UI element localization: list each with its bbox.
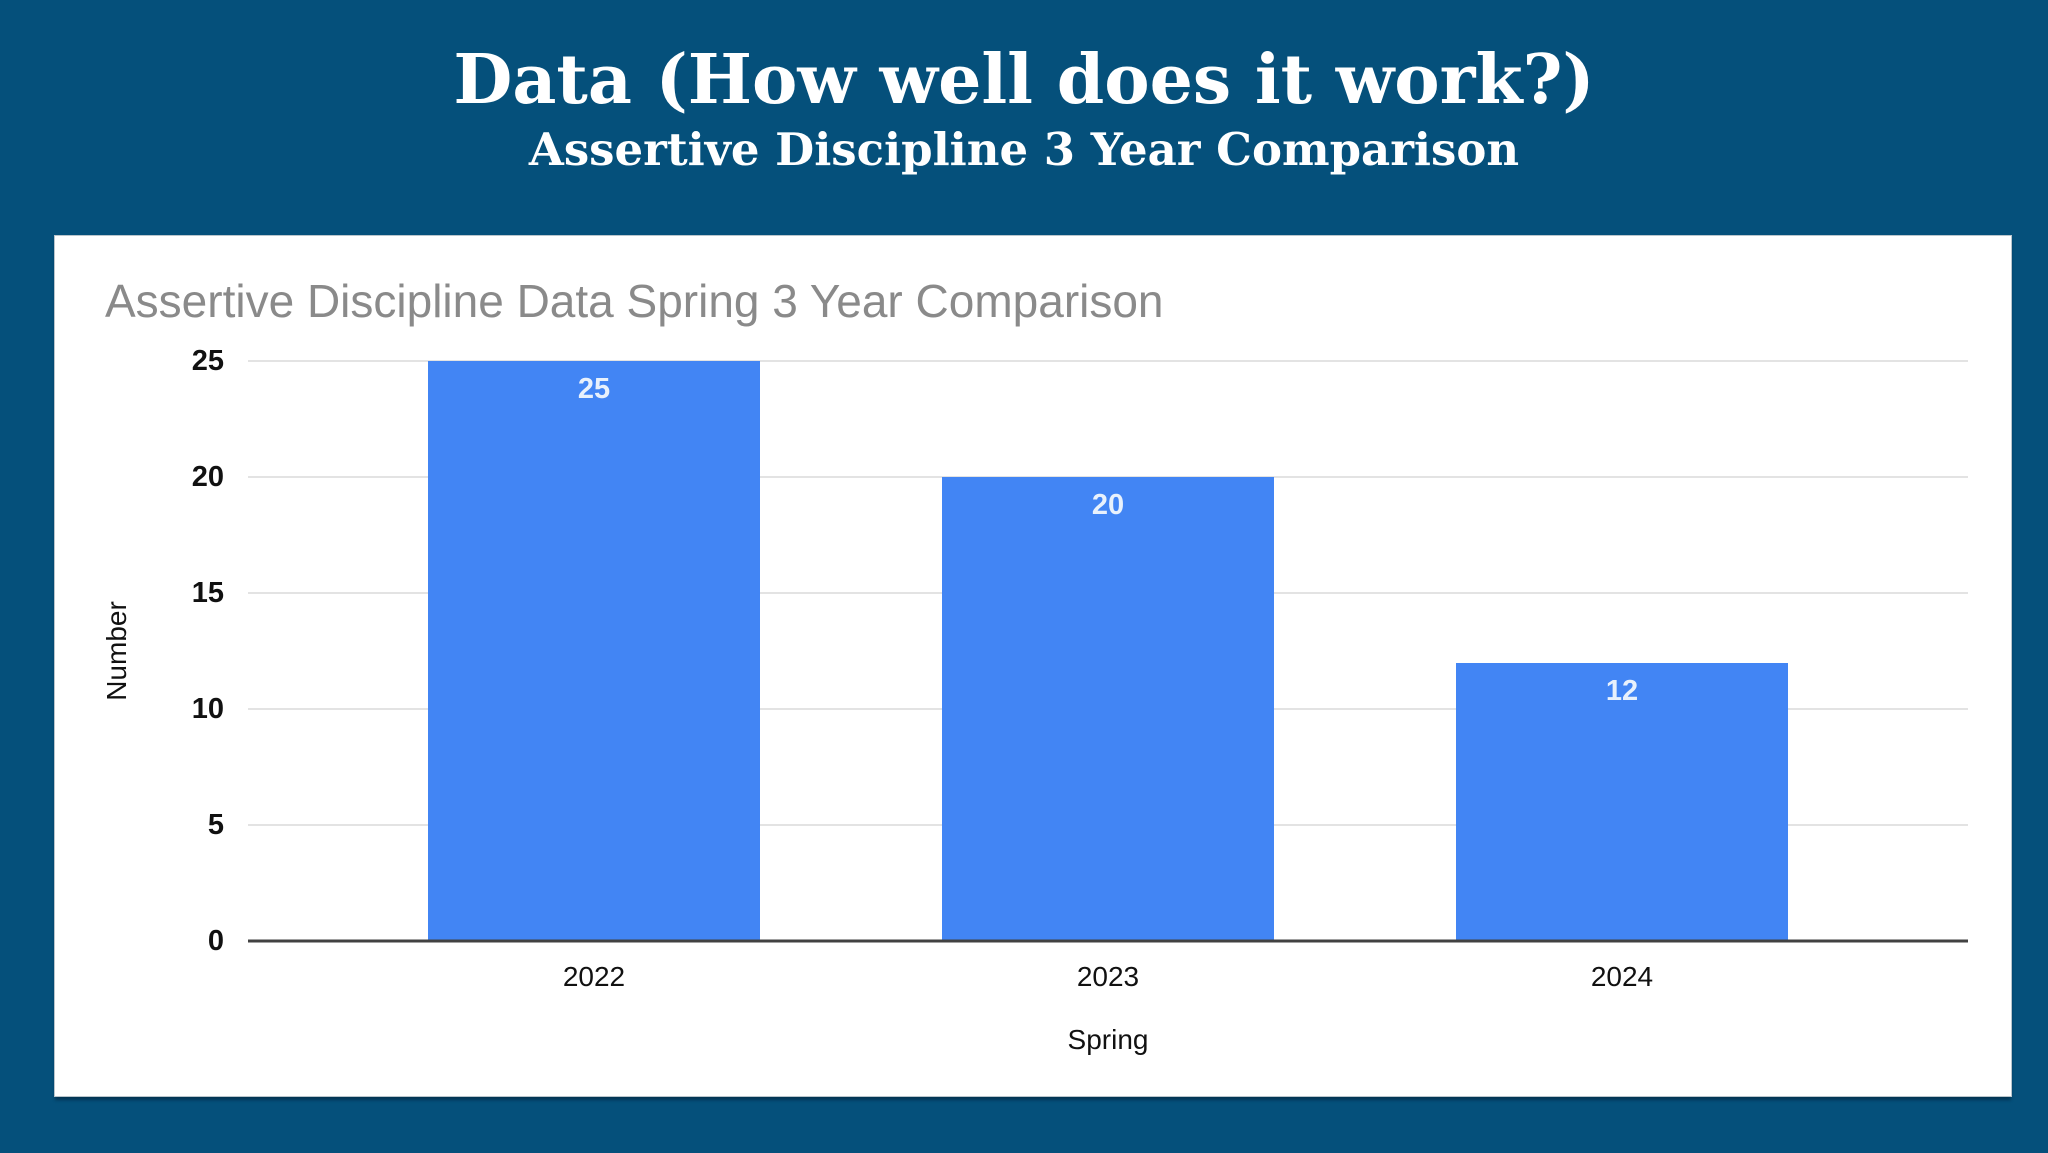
chart-panel: Assertive Discipline Data Spring 3 Year … (54, 235, 2012, 1097)
plot-area: 0 5 10 15 20 25 25 2022 20 2023 12 2024 (192, 347, 1968, 992)
bar-2023: 20 (942, 477, 1274, 941)
category-slot: 25 2022 (337, 361, 851, 992)
x-axis-baseline (248, 939, 1968, 943)
bar-2022: 25 (428, 361, 760, 941)
bar-value-label: 12 (1605, 674, 1639, 707)
y-gridline (248, 360, 1968, 362)
slide-title: Data (How well does it work?) (453, 40, 1595, 120)
bar-value-label: 20 (1091, 489, 1125, 521)
chart-title: Assertive Discipline Data Spring 3 Year … (105, 275, 1164, 327)
x-axis-category-label: 2024 (1590, 961, 1654, 992)
x-axis-category-label: 2023 (1076, 961, 1140, 992)
bar-2024: 12 (1456, 662, 1788, 941)
slide-subtitle: Assertive Discipline 3 Year Comparison (528, 123, 1520, 177)
slide-header: Data (How well does it work?) Assertive … (0, 42, 2048, 176)
bar-value-label: 25 (577, 373, 611, 405)
bar-row: 25 2022 20 2023 12 2024 (248, 361, 1968, 992)
category-slot: 20 2023 (851, 361, 1365, 992)
x-axis-category-label: 2022 (562, 961, 626, 992)
x-axis-title: Spring (1067, 1024, 1149, 1055)
y-axis-title: Number (101, 601, 132, 701)
category-slot: 12 2024 (1365, 361, 1879, 992)
